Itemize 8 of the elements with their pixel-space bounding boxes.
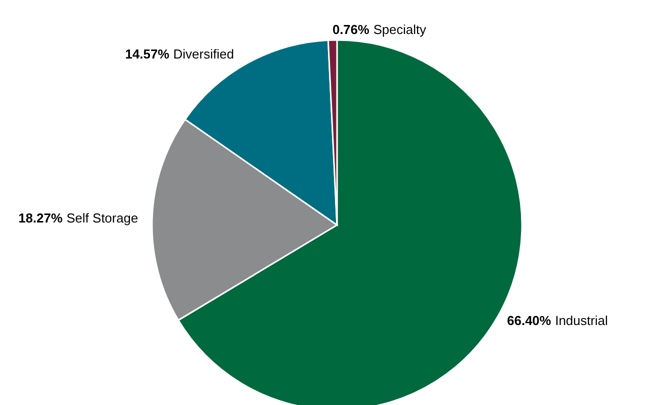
slice-label: Diversified: [173, 46, 234, 62]
data-label: 18.27%: [18, 210, 63, 226]
slice-label: Industrial: [555, 313, 608, 328]
data-label: 66.40%: [506, 313, 552, 328]
slice-label: Specialty: [373, 22, 427, 38]
data-label: 0.76%: [332, 22, 370, 38]
data-label: 14.57%: [125, 46, 170, 62]
slice-label: Self Storage: [66, 210, 138, 226]
